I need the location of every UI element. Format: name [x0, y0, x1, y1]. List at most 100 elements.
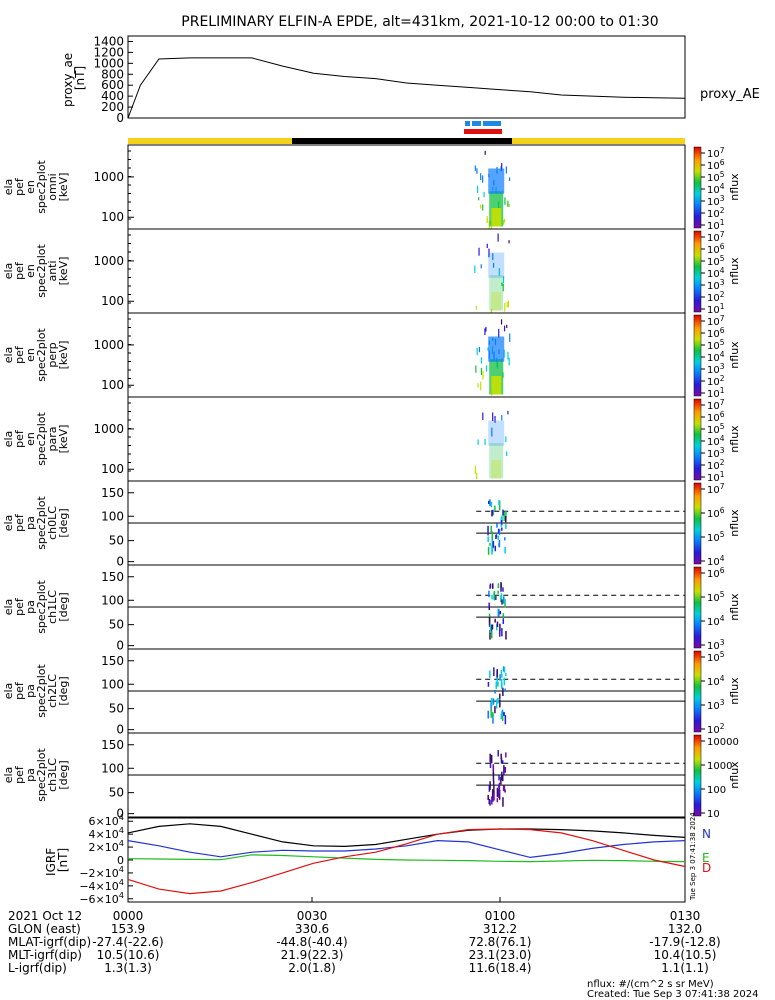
pa-pixel [497, 697, 499, 704]
tick-label: 50 [109, 534, 124, 548]
ylabel-line: pef [13, 597, 26, 616]
pa-pixel [488, 784, 491, 792]
ylabel-line: spec2plot [35, 580, 48, 634]
spectral-core-hot [491, 376, 502, 395]
pa-pixel [488, 606, 491, 610]
pa-pixel [498, 500, 500, 506]
igrf-ylabel-line: IGRF [44, 848, 58, 876]
colorbar-tick-label: 104 [707, 266, 725, 281]
pa-pixel [491, 583, 494, 589]
pa-pixel [503, 765, 505, 773]
ylabel-line: [deg] [57, 676, 70, 705]
colorbar-tick-label: 102 [707, 290, 725, 305]
pa-pixel [488, 590, 490, 598]
footer-value: 0000 [113, 909, 144, 923]
pa-pixel [495, 534, 497, 540]
pa-pixel [502, 613, 505, 619]
ylabel-line: spec2plot [35, 496, 48, 550]
pa-pixel [492, 698, 495, 705]
spectral-pixel [475, 305, 478, 310]
pa-pixel [501, 760, 504, 764]
spectral-pixel [480, 357, 483, 364]
colorbar-tick-label: 105 [707, 254, 725, 269]
panel-frame [127, 228, 686, 314]
igrf-tick-label: 2×104 [89, 838, 124, 854]
ephemeris-footer: 2021 Oct 12 0000 0030 0100 0130 GLON (east) 15… [8, 897, 721, 975]
pa-pixel [493, 785, 495, 794]
pa-pixel [491, 539, 494, 549]
spectral-core-hot [491, 208, 502, 227]
ylabel-line: ela [2, 179, 15, 196]
tick-label: 150 [101, 570, 124, 584]
pa-pixel [499, 699, 501, 708]
igrf-ylabel: IGRF [nT] [44, 844, 70, 876]
igrf-line-d [127, 828, 686, 895]
colorbar-tick-label: 102 [707, 374, 725, 389]
colorbar-tick-label: 104 [707, 182, 725, 197]
spectral-pixel [506, 324, 508, 329]
colorbar-tick-label: 105 [707, 530, 725, 545]
panel-frame [127, 312, 686, 398]
marker-red [464, 129, 502, 134]
spectral-pixel [508, 240, 510, 244]
spectral-pixel [487, 347, 489, 351]
colorbar-label: nflux [728, 257, 741, 285]
pa-pixel [488, 798, 491, 805]
panel-ylabel: elapefpaspec2plotch1LC[deg] [2, 580, 70, 634]
pa-pixel [497, 590, 499, 594]
pa-pixel [501, 771, 503, 781]
colorbar-label: nflux [728, 341, 741, 369]
ylabel-line: pa [24, 768, 37, 782]
spectral-pixel [490, 308, 493, 313]
pa-pixel [490, 525, 492, 533]
spectral-pixel [476, 472, 478, 480]
ylabel-line: ela [2, 515, 15, 532]
footer-value: 10.4(10.5) [654, 948, 717, 962]
pa-pixel [490, 708, 492, 718]
ylabel-line: [keV] [57, 173, 70, 202]
panel-en_spec_perp: 1000100elapefenspec2plotperp[keV]1071061… [2, 312, 741, 400]
tick-label: 150 [101, 738, 124, 752]
colorbar [693, 566, 702, 649]
igrf-line-n [127, 839, 686, 859]
pa-pixel [496, 523, 498, 528]
pa-pixel [492, 764, 495, 772]
pa-pixel [491, 510, 493, 517]
spectral-pixel [486, 243, 488, 249]
pa-pixel [493, 667, 495, 677]
tick-label: 1000 [93, 422, 124, 436]
ylabel-line: pa [24, 600, 37, 614]
colorbar-tick-label: 102 [707, 458, 725, 473]
spectral-pixel [500, 319, 503, 325]
pa-pixel [500, 757, 503, 764]
ylabel-line: [deg] [57, 592, 70, 621]
footer-value: -44.8(-40.4) [276, 935, 347, 949]
ylabel-line: ch2LC [46, 674, 59, 708]
colorbar-label: nflux [728, 593, 741, 621]
ae-tick-label: 200 [101, 100, 124, 114]
ylabel-line: [deg] [57, 760, 70, 789]
footer-value: 10.5(10.6) [97, 948, 160, 962]
tick-label: 50 [109, 702, 124, 716]
tick-label: 100 [101, 761, 124, 775]
igrf-line-e [127, 854, 686, 863]
pa-pixel [501, 527, 503, 531]
pa-pixel [500, 753, 502, 760]
pa-pixel [490, 624, 493, 634]
pa-pixel [495, 699, 498, 709]
panel-ylabel: elapefenspec2plotanti[keV] [2, 244, 70, 298]
colorbar-tick-label: 1000 [707, 761, 732, 772]
colorbar-tick-label: 103 [707, 446, 725, 461]
ylabel-line: pef [13, 513, 26, 532]
colorbar-tick-label: 103 [707, 698, 725, 713]
science-zone-markers [464, 121, 502, 134]
pa-pixel [497, 788, 500, 798]
proxy-ae-line [127, 57, 686, 119]
ylabel-line: en [24, 432, 37, 446]
tick-label: 100 [101, 677, 124, 691]
panel-pa_ch3LC: 150 100 50 0 elapefpaspec2plotch3LC[deg] 1000… [2, 732, 741, 821]
ae-tick-label: 1200 [93, 45, 124, 59]
pa-pixel [489, 629, 491, 640]
